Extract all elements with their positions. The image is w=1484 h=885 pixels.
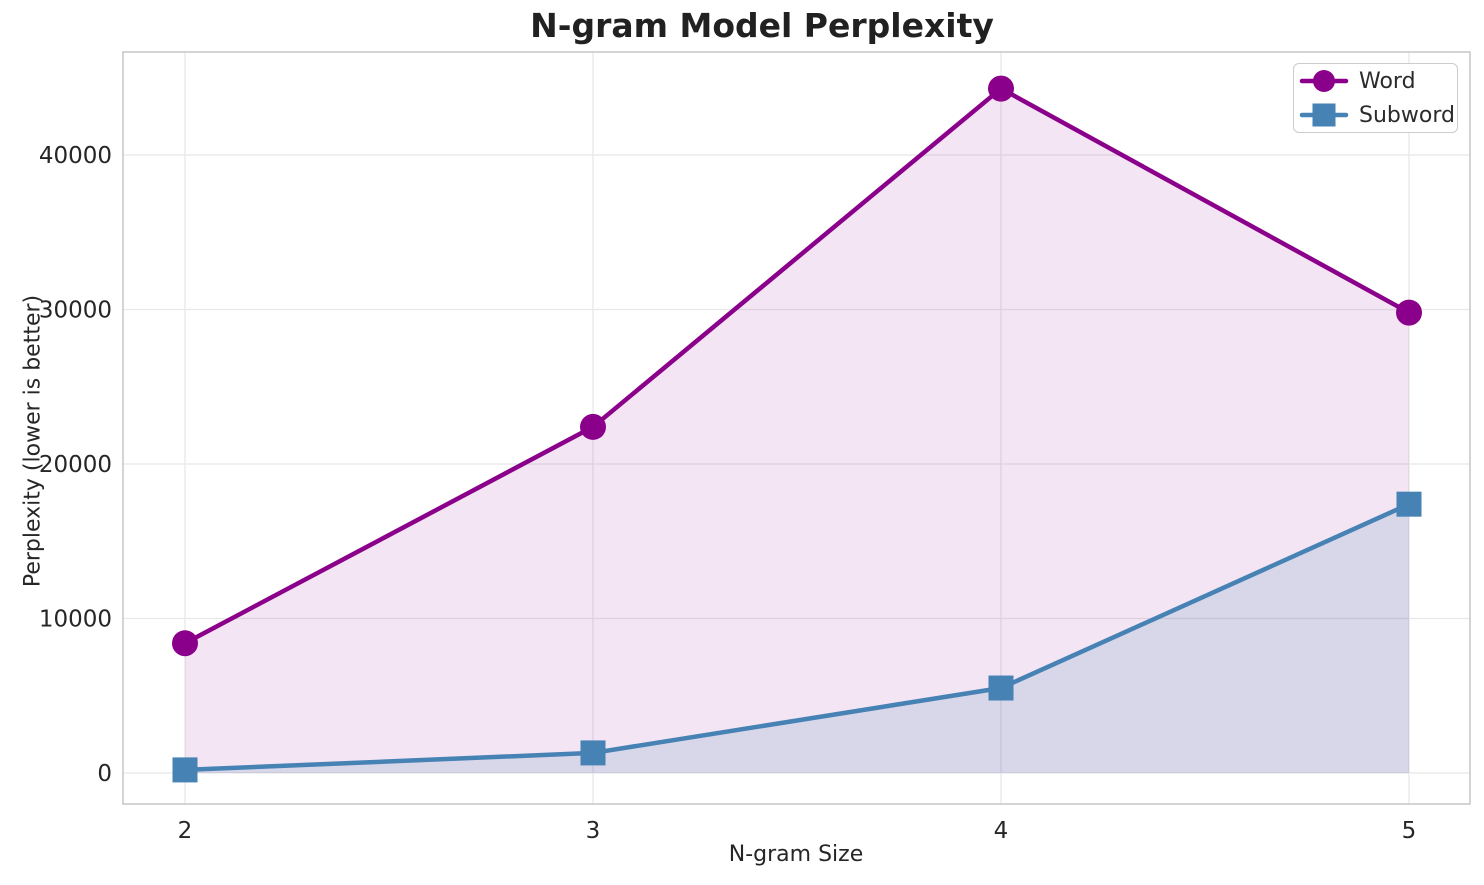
word-marker xyxy=(1396,299,1422,326)
subword-marker xyxy=(1396,491,1422,517)
subword-marker xyxy=(172,757,198,783)
y-tick-label: 40000 xyxy=(39,143,112,169)
x-tick-label: 4 xyxy=(994,818,1009,844)
subword-marker xyxy=(580,740,606,766)
subword-marker xyxy=(988,675,1014,701)
word-line xyxy=(182,86,1412,646)
legend-label-subword: Subword xyxy=(1359,102,1455,128)
word-marker xyxy=(172,630,198,657)
legend: Word Subword xyxy=(1293,63,1458,133)
legend-label-word: Word xyxy=(1359,68,1416,94)
y-tick-label: 20000 xyxy=(39,452,112,478)
word-marker xyxy=(580,413,606,440)
subword-line-square-marker-icon xyxy=(1299,103,1349,127)
word-line-circle-marker-icon xyxy=(1299,70,1349,92)
legend-item-subword: Subword xyxy=(1299,98,1457,132)
chart-title: N-gram Model Perplexity xyxy=(530,6,994,45)
x-tick-label: 2 xyxy=(178,818,193,844)
word-marker xyxy=(988,75,1014,102)
subword-line xyxy=(182,501,1412,773)
subword-area-fill xyxy=(185,504,1409,773)
x-tick-label: 5 xyxy=(1402,818,1417,844)
legend-item-word: Word xyxy=(1299,64,1457,98)
word-area-fill xyxy=(185,88,1409,773)
y-tick-label: 10000 xyxy=(39,607,112,633)
axes-spines xyxy=(122,51,1471,805)
x-tick-label: 3 xyxy=(586,818,601,844)
y-tick-label: 30000 xyxy=(39,298,112,324)
x-axis-label: N-gram Size xyxy=(728,842,864,867)
y-tick-label: 0 xyxy=(97,761,112,787)
